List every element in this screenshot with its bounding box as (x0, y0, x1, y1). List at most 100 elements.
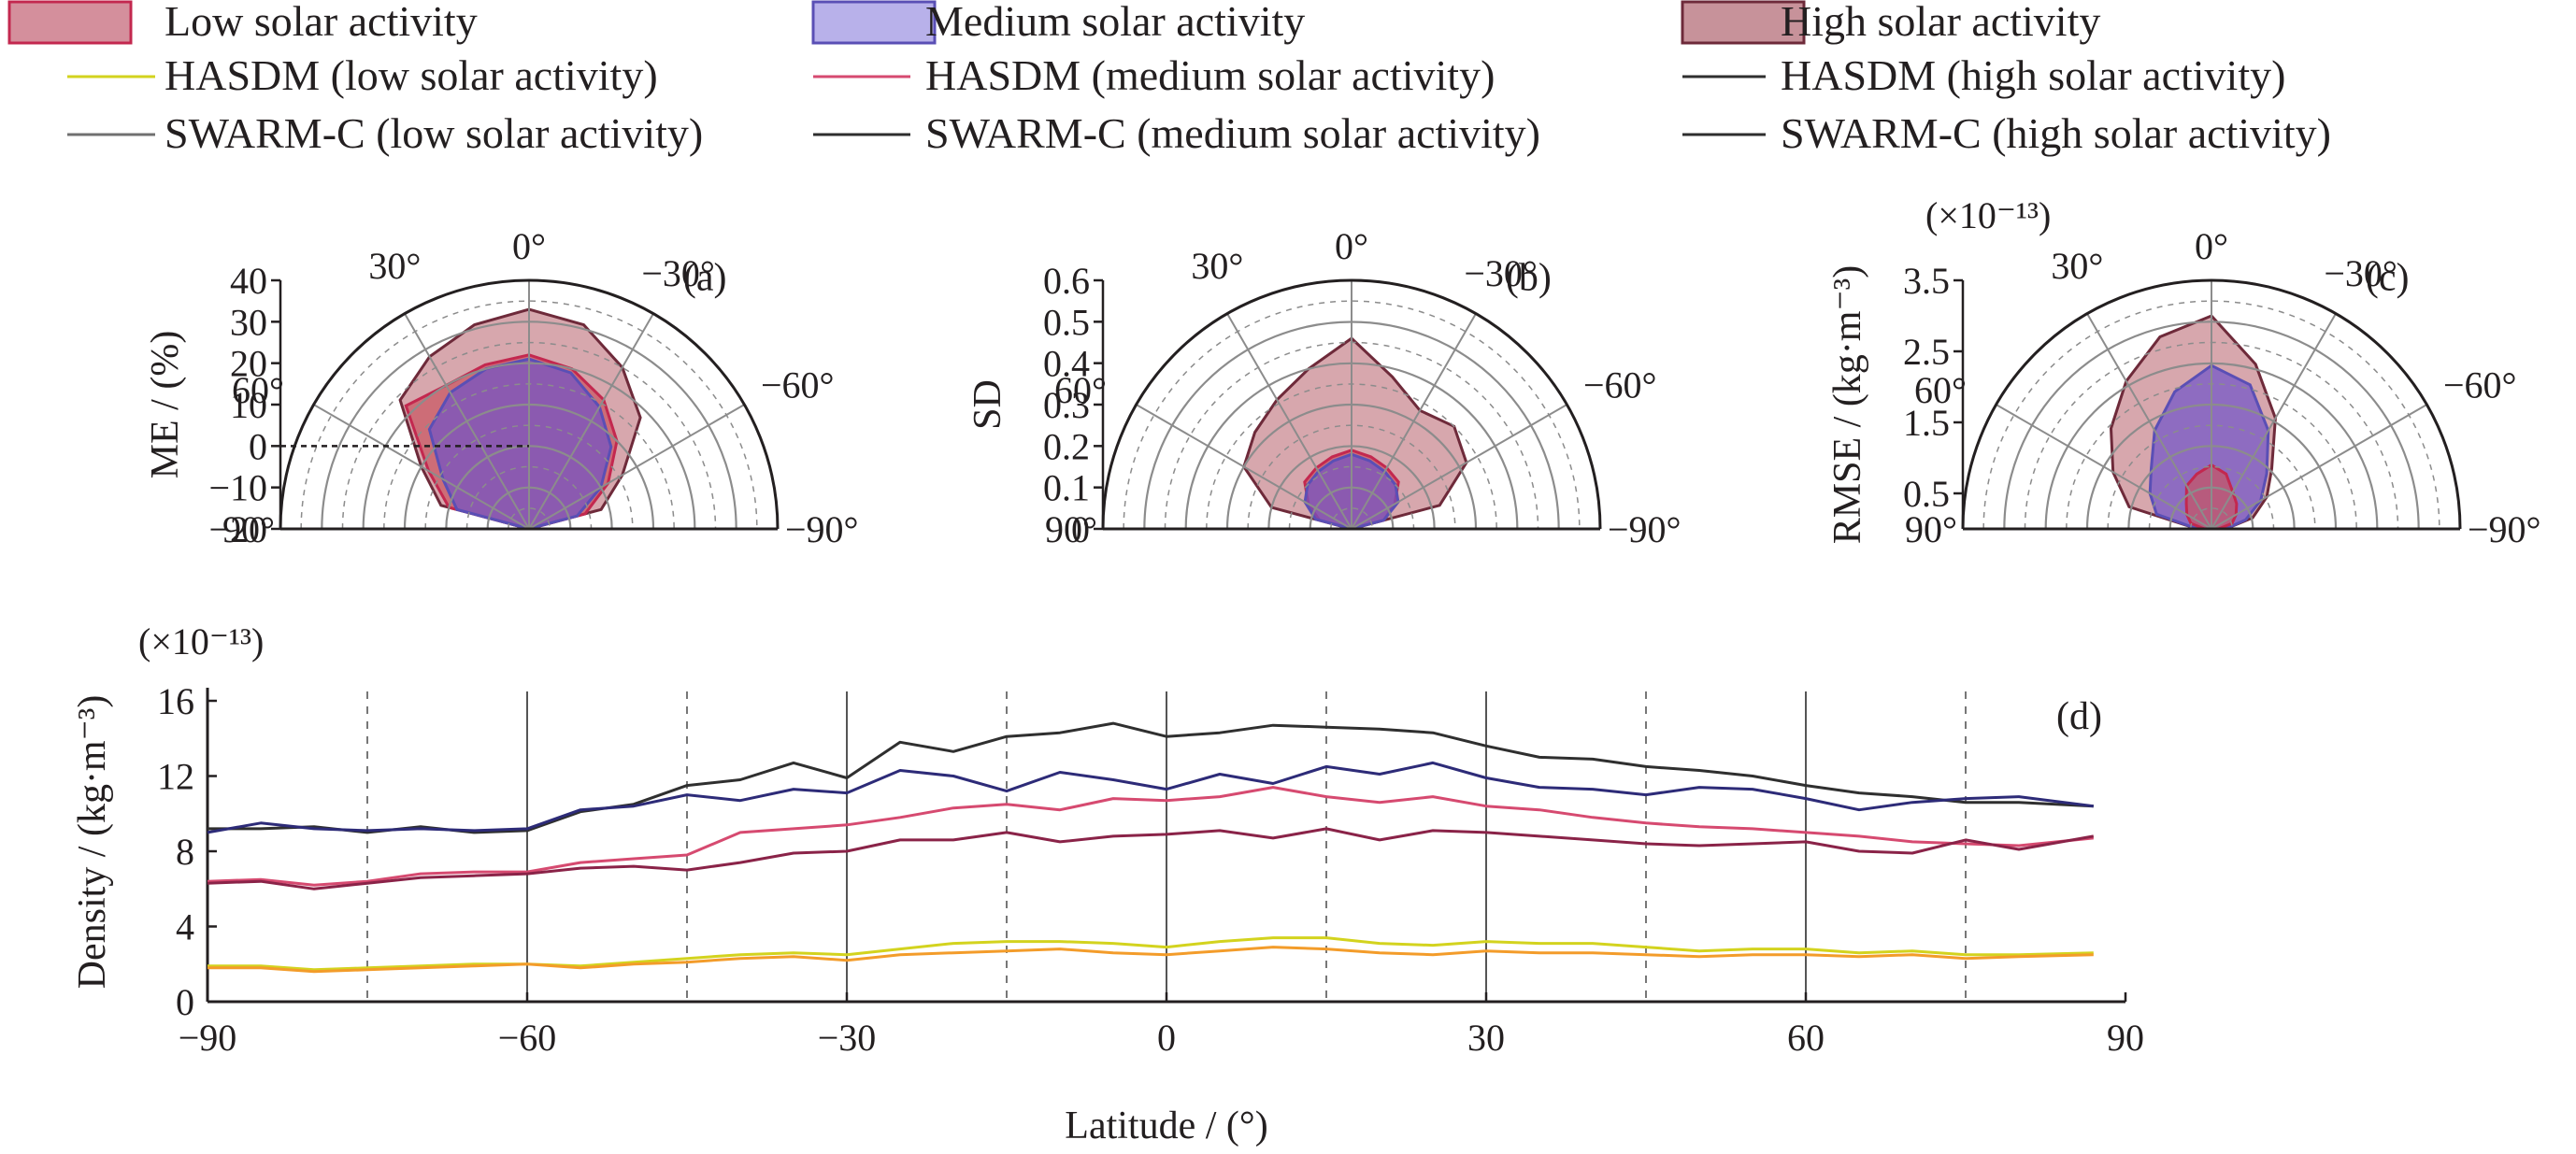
angle-label: −60° (1583, 364, 1657, 406)
x-tick-label: −30 (818, 1017, 877, 1059)
polar-chart-sd: 00.10.20.30.40.50.6 90° 60° 30° 0° −30° −60° −9… (966, 225, 1682, 550)
grid-arc-minor (1247, 425, 1456, 530)
y-tick-label: 12 (157, 756, 194, 798)
legend-swatch (1681, 0, 1806, 45)
series-line-swarm-c-low-solar-activity- (208, 946, 2094, 974)
legend-label: HASDM (low solar activity) (165, 51, 658, 99)
axis-title-x: Latitude / (°) (1065, 1104, 1267, 1147)
legend: Low solar activity Medium solar activity H… (7, 0, 2331, 157)
radial-tick-label: 0.5 (1043, 301, 1090, 343)
radial-tick-label: 0.2 (1043, 425, 1090, 467)
grid-arc-minor (1330, 507, 1373, 530)
y-tick-label: 4 (176, 906, 194, 948)
x-tick-label: −90 (179, 1017, 237, 1059)
legend-label: HASDM (medium solar activity) (925, 51, 1495, 99)
scale-note: (×10⁻¹³) (1925, 194, 2051, 236)
angle-label: 90° (1045, 508, 1097, 550)
area-medium-solar-activity (2148, 363, 2270, 531)
angle-label: 60° (1914, 369, 1967, 411)
x-tick-label: −60 (498, 1017, 557, 1059)
radial-tick-label: −10 (208, 467, 267, 509)
angle-label: 60° (232, 369, 284, 411)
radial-tick-label: 0.5 (1903, 473, 1950, 515)
angle-label: 30° (1191, 245, 1243, 287)
series-line-swarm-c-high-solar-activity- (207, 761, 2094, 834)
angle-label: 30° (2051, 245, 2103, 287)
grid-spoke (2086, 313, 2212, 530)
grid-spoke (2211, 404, 2427, 530)
polar-boundary (1101, 278, 1602, 530)
radial-tick-label: 2.5 (1903, 331, 1950, 373)
radial-tick-label: 0 (249, 425, 267, 467)
legend-label: SWARM-C (medium solar activity) (925, 109, 1540, 157)
series-line-hasdm-medium-solar-activity- (207, 786, 2094, 887)
polar-boundary (279, 278, 780, 530)
polar-boundary (1961, 278, 2462, 530)
grid-spoke (1996, 404, 2212, 530)
legend-swatch (811, 0, 937, 45)
series-line-hasdm-high-solar-activity- (208, 721, 2094, 834)
legend-label: Low solar activity (165, 0, 478, 45)
legend-swatch (7, 0, 133, 45)
grid-spoke (1136, 404, 1352, 530)
panel-label: (c) (2366, 257, 2410, 300)
angle-label: −90° (1608, 508, 1682, 550)
angle-label: −60° (761, 364, 835, 406)
axis-title-y: Density / (kg·m⁻³) (71, 695, 114, 990)
grid-arc-minor (2190, 507, 2233, 530)
radial-tick-label: 0.4 (1043, 343, 1090, 385)
angle-label: 30° (368, 245, 421, 287)
grid-spoke (1226, 313, 1352, 530)
axis-title-y: SD (966, 379, 1009, 430)
angle-label: 90° (1905, 508, 1957, 550)
x-tick-label: 90 (2107, 1017, 2144, 1059)
radial-tick-label: 10 (230, 384, 267, 426)
panel-label: (b) (1506, 257, 1552, 300)
x-tick-label: 30 (1467, 1017, 1505, 1059)
legend-label: SWARM-C (low solar activity) (165, 109, 703, 157)
y-tick-label: 8 (176, 831, 194, 873)
radial-tick-label: 0.3 (1043, 384, 1090, 426)
y-tick-label: 16 (157, 680, 194, 722)
grid-spoke (404, 313, 530, 530)
polar-chart-rmse: 0.5 1.5 2.5 3.5 90° 60° 30° 0° −30° −60° −90° (c) RM… (1826, 194, 2541, 550)
x-tick-label: 60 (1787, 1017, 1825, 1059)
panel-label: (d) (2056, 695, 2102, 738)
angle-label: −90° (785, 508, 859, 550)
grid-spoke (528, 313, 654, 530)
panel-label: (a) (683, 257, 727, 300)
angle-label: 0° (1335, 225, 1368, 267)
radial-tick-label: 0.6 (1043, 260, 1090, 302)
angle-label: −90° (2468, 508, 2541, 550)
series-line-swarm-c-medium-solar-activity- (207, 827, 2095, 890)
y-tick-label: 0 (176, 981, 194, 1023)
angle-label: 90° (222, 508, 275, 550)
angle-label: 60° (1054, 369, 1107, 411)
radial-tick-label: 1.5 (1903, 402, 1950, 444)
legend-label: Medium solar activity (925, 0, 1305, 45)
radial-tick-label: 30 (230, 301, 267, 343)
radial-tick-label: 40 (230, 260, 267, 302)
radial-tick-label: 0 (1071, 508, 1090, 550)
grid-spoke (1351, 313, 1477, 530)
angle-label: 0° (512, 225, 546, 267)
grid-spoke (313, 404, 530, 530)
radial-tick-label: 0.1 (1043, 467, 1090, 509)
grid-spoke (1351, 404, 1567, 530)
grid-arc-minor (2107, 425, 2316, 530)
legend-label: SWARM-C (high solar activity) (1781, 109, 2331, 157)
axis-title-y: RMSE / (kg·m⁻³) (1826, 265, 1869, 544)
legend-label: High solar activity (1781, 0, 2100, 45)
angle-label: −60° (2443, 364, 2517, 406)
legend-label: HASDM (high solar activity) (1781, 51, 2285, 99)
grid-arc-minor (508, 507, 551, 530)
axis-title-y: ME / (%) (144, 331, 187, 479)
angle-label: −30° (2324, 252, 2397, 294)
scale-note: (×10⁻¹³) (138, 620, 264, 662)
radial-tick-label: 3.5 (1903, 260, 1950, 302)
grid-spoke (2211, 313, 2337, 530)
angle-label: −30° (1464, 252, 1538, 294)
angle-label: −30° (641, 252, 715, 294)
